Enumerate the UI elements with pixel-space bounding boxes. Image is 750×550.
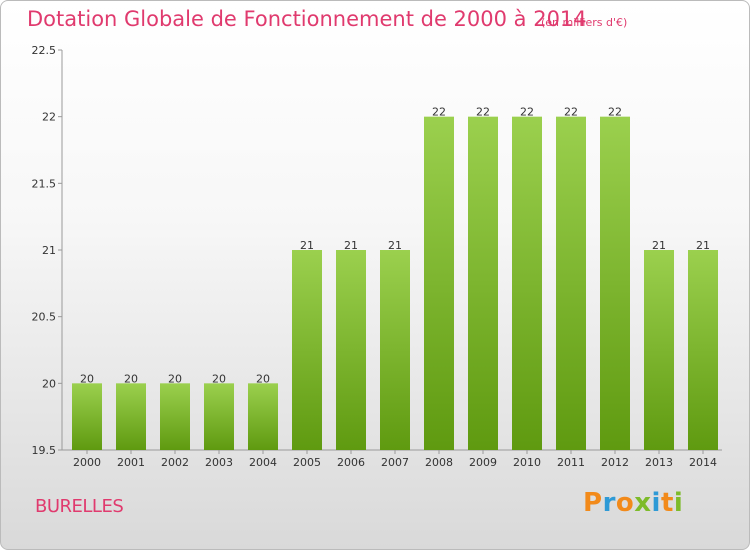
- bar-value-label: 21: [388, 239, 402, 252]
- bar: [644, 250, 674, 450]
- y-tick-label: 21: [42, 244, 56, 257]
- commune-name: BURELLES: [35, 496, 124, 517]
- bar: [688, 250, 718, 450]
- x-tick-label: 2007: [381, 456, 409, 469]
- bar-value-label: 20: [124, 372, 138, 385]
- x-tick-label: 2011: [557, 456, 585, 469]
- x-tick-label: 2012: [601, 456, 629, 469]
- x-tick-label: 2009: [469, 456, 497, 469]
- bar-value-label: 22: [432, 106, 446, 119]
- bar-value-label: 21: [652, 239, 666, 252]
- x-tick-label: 2006: [337, 456, 365, 469]
- bar-value-label: 22: [520, 106, 534, 119]
- bar-value-label: 22: [608, 106, 622, 119]
- bar: [248, 383, 278, 450]
- bar: [336, 250, 366, 450]
- bar-value-label: 21: [300, 239, 314, 252]
- bar-value-label: 20: [212, 372, 226, 385]
- chart-title: Dotation Globale de Fonctionnement de 20…: [27, 7, 587, 31]
- x-tick-label: 2002: [161, 456, 189, 469]
- chart-subtitle: (en milliers d'€): [541, 16, 628, 29]
- y-tick-label: 19.5: [32, 444, 57, 457]
- bar-value-label: 21: [696, 239, 710, 252]
- bar: [512, 116, 542, 451]
- bar-value-label: 20: [168, 372, 182, 385]
- bar: [292, 250, 322, 450]
- y-tick-label: 21.5: [32, 177, 57, 190]
- bar: [468, 116, 498, 451]
- bar: [204, 383, 234, 450]
- x-tick-label: 2014: [689, 456, 717, 469]
- x-tick-label: 2004: [249, 456, 277, 469]
- x-tick-label: 2013: [645, 456, 673, 469]
- x-tick-label: 2000: [73, 456, 101, 469]
- y-tick-label: 20: [42, 377, 56, 390]
- x-tick-label: 2010: [513, 456, 541, 469]
- x-tick-label: 2008: [425, 456, 453, 469]
- bar: [424, 116, 454, 451]
- bar: [116, 383, 146, 450]
- bar: [600, 116, 630, 451]
- y-tick-label: 22: [42, 111, 56, 124]
- bar-value-label: 20: [256, 372, 270, 385]
- y-tick-label: 20.5: [32, 311, 57, 324]
- bar-value-label: 22: [476, 106, 490, 119]
- bar: [72, 383, 102, 450]
- x-tick-label: 2001: [117, 456, 145, 469]
- bar: [160, 383, 190, 450]
- bar-value-label: 21: [344, 239, 358, 252]
- bar: [556, 116, 586, 451]
- y-tick-label: 22.5: [32, 44, 57, 57]
- bar: [380, 250, 410, 450]
- bar-value-label: 20: [80, 372, 94, 385]
- bar-value-label: 22: [564, 106, 578, 119]
- x-tick-label: 2005: [293, 456, 321, 469]
- x-tick-label: 2003: [205, 456, 233, 469]
- proxiti-logo: Proxiti: [583, 488, 684, 518]
